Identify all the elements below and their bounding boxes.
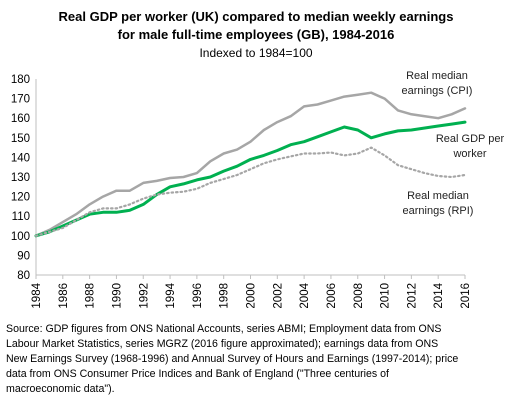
x-tick-label: 1998 <box>219 283 231 309</box>
label-rpi-line-1: Real median <box>407 190 469 202</box>
source-line-4: data from ONS Consumer Price Indices and… <box>6 368 389 380</box>
y-tick-label: 150 <box>11 133 30 145</box>
x-tick-label: 1988 <box>85 283 97 309</box>
x-tick-label: 1990 <box>111 283 123 309</box>
y-tick-label: 160 <box>11 113 30 125</box>
x-tick-label: 1984 <box>31 282 43 308</box>
chart: Real GDP per worker (UK) compared to med… <box>11 9 505 309</box>
series-labels: Real median earnings (CPI) Real GDP per wor… <box>402 70 505 217</box>
chart-subtitle: Indexed to 1984=100 <box>199 46 312 60</box>
x-tick-label: 1994 <box>165 282 177 308</box>
source-line-3: New Earnings Survey (1968-1996) and Annu… <box>6 353 459 365</box>
label-cpi-line-2: earnings (CPI) <box>402 85 473 97</box>
label-rpi-line-2: earnings (RPI) <box>403 205 474 217</box>
source-line-2: Labour Market Statistics, series MGRZ (2… <box>6 338 439 350</box>
chart-title-line-2: for male full-time employees (GB), 1984-… <box>118 27 395 42</box>
y-tick-label: 130 <box>11 172 30 184</box>
x-tick-label: 1986 <box>58 283 70 309</box>
x-tick-label: 2010 <box>380 283 392 309</box>
y-tick-label: 170 <box>11 94 30 106</box>
label-gdp-line-1: Real GDP per <box>436 133 505 145</box>
x-tick-label: 2016 <box>460 283 472 309</box>
series-layer <box>34 91 467 238</box>
y-tick-label: 140 <box>11 152 30 164</box>
x-tick-label: 2014 <box>433 282 445 308</box>
series-line-real-median-earnings-rpi <box>34 146 467 237</box>
y-tick-label: 80 <box>17 270 30 282</box>
x-tick-label: 2000 <box>246 283 258 309</box>
y-tick-label: 120 <box>11 192 30 204</box>
label-gdp-line-2: worker <box>452 148 486 160</box>
y-tick-label: 100 <box>11 231 30 243</box>
series-line-real-median-earnings-cpi <box>34 91 467 238</box>
label-cpi-line-1: Real median <box>406 70 468 82</box>
x-tick-label: 2006 <box>326 283 338 309</box>
chart-title-line-1: Real GDP per worker (UK) compared to med… <box>59 9 454 24</box>
y-tick-label: 180 <box>11 74 30 86</box>
source-line-5: macroeconomic data"). <box>6 383 115 395</box>
x-tick-label: 1996 <box>192 283 204 309</box>
series-line-real-gdp-per-worker <box>34 120 467 238</box>
x-tick-label: 2002 <box>272 283 284 309</box>
source-note: Source: GDP figures from ONS National Ac… <box>6 322 508 397</box>
x-tick-label: 2008 <box>353 283 365 309</box>
y-tick-label: 110 <box>12 211 30 223</box>
axes: 80 90 100 110 120 130 140 150 160 170 180 1984 1986 1… <box>11 74 472 309</box>
source-line-1: Source: GDP figures from ONS National Ac… <box>6 323 442 335</box>
x-tick-label: 2012 <box>406 283 418 309</box>
x-tick-label: 2004 <box>299 282 311 308</box>
x-tick-label: 1992 <box>138 283 150 309</box>
y-tick-label: 90 <box>17 250 30 262</box>
